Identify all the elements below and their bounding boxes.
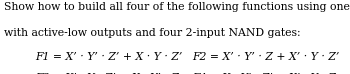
Text: with active-low outputs and four 2-input NAND gates:: with active-low outputs and four 2-input… [4,28,300,38]
Text: F1 = X’ · Y’ · Z’ + X · Y · Z’: F1 = X’ · Y’ · Z’ + X · Y · Z’ [35,52,182,62]
Text: F3 = X’ · Y · Z’ + X · Y’ · Z: F3 = X’ · Y · Z’ + X · Y’ · Z [35,73,179,74]
Text: F2 = X’ · Y’ · Z + X’ · Y · Z’: F2 = X’ · Y’ · Z + X’ · Y · Z’ [193,52,340,62]
Text: Show how to build all four of the following functions using one 3-to-8 decoder: Show how to build all four of the follow… [4,2,350,12]
Text: F4 = X · Y’ · Z’ + X’ · Y · Z: F4 = X · Y’ · Z’ + X’ · Y · Z [193,73,336,74]
